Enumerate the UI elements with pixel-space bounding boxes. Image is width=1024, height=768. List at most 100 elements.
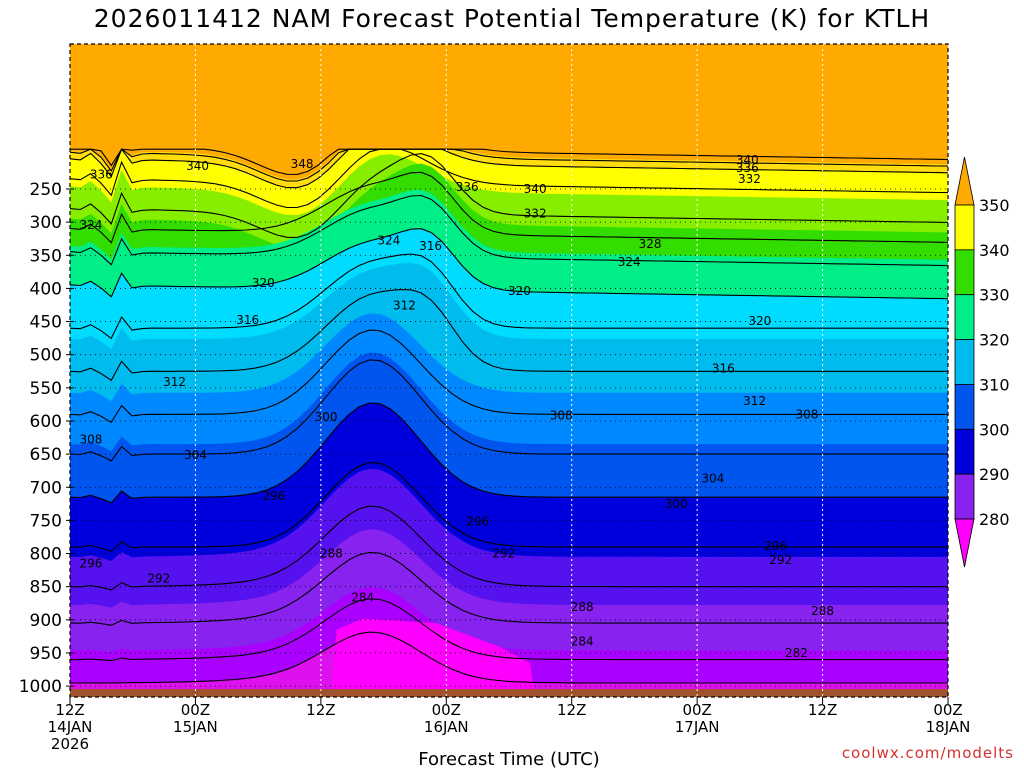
contour-320	[70, 228, 948, 300]
svg-text:316: 316	[419, 239, 442, 253]
contour-label: 308	[79, 433, 102, 447]
xtick-label: 00Z	[181, 701, 210, 719]
svg-text:304: 304	[184, 448, 207, 462]
colorbar-bottom-arrow	[954, 518, 975, 568]
contour-label: 340	[186, 159, 209, 173]
xtick-label: 12Z	[557, 701, 586, 719]
xtick-label: 00Z	[432, 701, 461, 719]
svg-text:324: 324	[618, 255, 641, 269]
colorbar-label: 340	[979, 241, 1010, 260]
chart-title: 2026011412 NAM Forecast Potential Temper…	[93, 4, 931, 33]
ytick-label: 800	[30, 545, 62, 565]
svg-text:324: 324	[79, 218, 102, 232]
contour-label: 312	[393, 299, 416, 313]
contour-label: 288	[320, 547, 343, 561]
gridlines	[70, 44, 948, 697]
contour-336	[70, 148, 948, 209]
contour-label: 312	[743, 394, 766, 408]
contour-label: 292	[492, 547, 515, 561]
contour-label: 324	[377, 234, 400, 248]
svg-text:288: 288	[571, 600, 594, 614]
contour-label: 304	[701, 472, 724, 486]
svg-text:284: 284	[351, 590, 374, 604]
svg-text:336: 336	[736, 161, 759, 175]
contour-label: 284	[351, 590, 374, 604]
xtick-label: 17JAN	[675, 718, 720, 736]
contour-328	[70, 171, 948, 244]
contour-label: 336	[90, 167, 113, 181]
site-credit: coolwx.com/modelts	[841, 744, 1014, 762]
contour-296	[70, 462, 948, 553]
svg-text:340: 340	[186, 159, 209, 173]
contour-label: 316	[419, 239, 442, 253]
plot-area	[70, 44, 948, 697]
colorbar-label: 330	[979, 286, 1010, 305]
xtick-label: 00Z	[933, 701, 962, 719]
contour-308	[70, 329, 948, 424]
ytick-label: 250	[30, 180, 62, 200]
contour-label: 292	[147, 572, 170, 586]
colorbar-label: 310	[979, 375, 1010, 394]
colorbar-label: 320	[979, 331, 1010, 350]
svg-text:328: 328	[639, 237, 662, 251]
svg-text:300: 300	[665, 497, 688, 511]
ytick-label: 600	[30, 412, 62, 432]
contour-label: 320	[748, 314, 771, 328]
contour-label: 340	[524, 182, 547, 196]
contour-label: 320	[252, 276, 275, 290]
svg-text:324: 324	[377, 234, 400, 248]
colorbar-label: 300	[979, 420, 1010, 439]
svg-text:308: 308	[795, 407, 818, 421]
svg-text:336: 336	[456, 180, 479, 194]
svg-text:300: 300	[315, 410, 338, 424]
svg-text:288: 288	[320, 547, 343, 561]
ytick-label: 350	[30, 246, 62, 266]
svg-text:340: 340	[524, 182, 547, 196]
svg-text:292: 292	[147, 572, 170, 586]
svg-text:288: 288	[811, 604, 834, 618]
contour-label: 296	[262, 489, 285, 503]
xtick-label: 12Z	[55, 701, 84, 719]
svg-text:296: 296	[466, 515, 489, 529]
colorbar-segment	[954, 294, 975, 340]
colorbar-segment	[954, 428, 975, 475]
svg-text:336: 336	[90, 167, 113, 181]
plot-frame	[69, 43, 949, 698]
ytick-label: 900	[30, 611, 62, 631]
ytick-label: 550	[30, 379, 62, 399]
contour-312	[70, 289, 948, 382]
contour-label: 332	[738, 172, 761, 186]
contour-label: 316	[236, 313, 259, 327]
contour-label: 288	[571, 600, 594, 614]
xtick-label: 12Z	[306, 701, 335, 719]
ytick-label: 500	[30, 346, 62, 366]
contour-288	[70, 551, 948, 626]
ground-strip	[70, 689, 948, 697]
ytick-label: 450	[30, 313, 62, 333]
xtick-label: 16JAN	[424, 718, 469, 736]
contour-304	[70, 359, 948, 462]
contour-348	[70, 148, 948, 175]
svg-text:312: 312	[393, 299, 416, 313]
contour-label: 296	[79, 556, 102, 570]
colorbar-segment	[954, 204, 975, 251]
svg-text:332: 332	[738, 172, 761, 186]
svg-text:316: 316	[712, 362, 735, 376]
contour-label: 304	[184, 448, 207, 462]
band-280	[70, 632, 948, 695]
svg-text:296: 296	[262, 489, 285, 503]
ytick-label: 950	[30, 644, 62, 664]
svg-text:316: 316	[236, 313, 259, 327]
contour-label: 320	[508, 284, 531, 298]
contour-label: 300	[665, 497, 688, 511]
band-below-280	[331, 618, 536, 695]
contour-292	[70, 505, 948, 591]
xtick-label: 2026	[51, 735, 89, 753]
contour-label: 324	[618, 255, 641, 269]
svg-text:296: 296	[79, 556, 102, 570]
contour-344	[70, 148, 948, 182]
contour-label: 288	[811, 604, 834, 618]
svg-text:348: 348	[291, 157, 314, 171]
xtick-label: 14JAN	[48, 718, 93, 736]
